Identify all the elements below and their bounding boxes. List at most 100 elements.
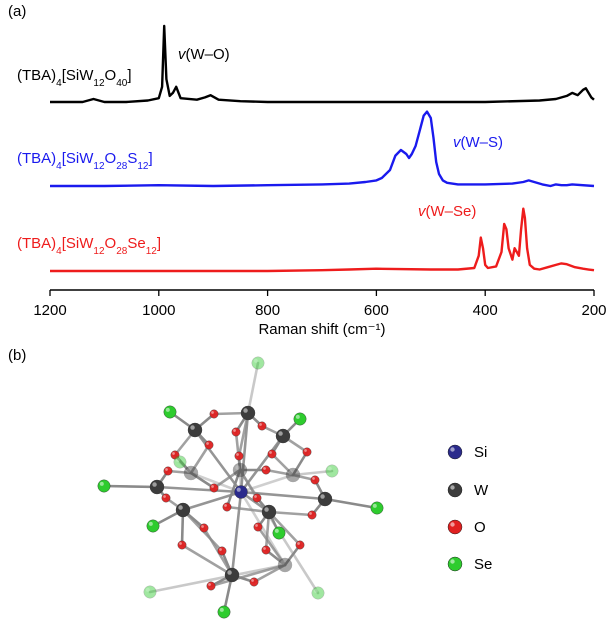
atom-o-highlight bbox=[255, 524, 258, 527]
x-axis-label: Raman shift (cm⁻¹) bbox=[258, 321, 385, 338]
atom-w bbox=[224, 567, 240, 583]
legend-atom-w bbox=[447, 482, 463, 498]
atom-o bbox=[267, 449, 277, 459]
bond bbox=[267, 510, 302, 547]
bond bbox=[189, 443, 211, 475]
atom-w-highlight bbox=[288, 470, 293, 475]
x-axis-ticks: 1200 1000 800 600 400 200 bbox=[33, 290, 607, 319]
atom-si bbox=[234, 485, 248, 499]
series-line-3 bbox=[50, 207, 595, 273]
bond bbox=[291, 469, 334, 477]
atom-se-highlight bbox=[274, 528, 279, 533]
bond bbox=[239, 473, 295, 494]
atom-o bbox=[217, 546, 227, 556]
legend-atom-highlight bbox=[450, 485, 455, 490]
atom-o bbox=[261, 545, 271, 555]
atom-o bbox=[209, 483, 219, 493]
atom-o-highlight bbox=[201, 525, 204, 528]
atom-se-highlight bbox=[219, 607, 224, 612]
panel-b-label: (b) bbox=[8, 347, 26, 364]
series-label-2: (TBA)4[SiW12O28S12] bbox=[17, 150, 153, 172]
atom-se-highlight bbox=[148, 521, 153, 526]
atom-se bbox=[173, 455, 187, 469]
atom-se-highlight bbox=[253, 358, 258, 363]
atom-o bbox=[199, 523, 209, 533]
bond bbox=[291, 450, 309, 477]
atom-se bbox=[311, 586, 325, 600]
bond bbox=[212, 468, 242, 490]
atom-se bbox=[97, 479, 111, 493]
atom-o-highlight bbox=[219, 548, 222, 551]
atom-o-highlight bbox=[263, 467, 266, 470]
atom-se bbox=[370, 501, 384, 515]
atom-o-highlight bbox=[163, 495, 166, 498]
atom-o bbox=[177, 540, 187, 550]
atom-o-highlight bbox=[297, 542, 300, 545]
atom-se-highlight bbox=[295, 414, 300, 419]
atom-o-highlight bbox=[263, 547, 266, 550]
bond bbox=[256, 525, 287, 567]
atom-se bbox=[251, 356, 265, 370]
series-label-3: (TBA)4[SiW12O28Se12] bbox=[17, 235, 161, 257]
peak-annotations: v(W–O) v(W–S) v(W–Se) bbox=[178, 46, 503, 220]
legend-atom-highlight bbox=[450, 559, 455, 564]
atom-se bbox=[293, 412, 307, 426]
atom-w bbox=[261, 504, 277, 520]
legend-label-o: O bbox=[474, 519, 486, 536]
atom-o-highlight bbox=[179, 542, 182, 545]
atom-o bbox=[170, 450, 180, 460]
series-line-2 bbox=[50, 110, 595, 188]
atom-o bbox=[257, 421, 267, 431]
atom-se-highlight bbox=[99, 481, 104, 486]
atom-o bbox=[310, 475, 320, 485]
atom-w-highlight bbox=[227, 570, 232, 575]
legend-atom-o bbox=[447, 519, 463, 535]
atom-o bbox=[249, 577, 259, 587]
atom-se-highlight bbox=[313, 588, 318, 593]
atom-o-highlight bbox=[165, 468, 168, 471]
atom-w-highlight bbox=[264, 507, 269, 512]
atom-o bbox=[161, 493, 171, 503]
atom-o bbox=[204, 440, 214, 450]
atom-w bbox=[285, 467, 301, 483]
bond bbox=[209, 563, 287, 588]
peak-annotation-3: v(W–Se) bbox=[418, 203, 476, 220]
x-tick-label: 600 bbox=[364, 302, 389, 319]
atom-o-highlight bbox=[172, 452, 175, 455]
bond bbox=[270, 452, 295, 477]
atom-se bbox=[143, 585, 157, 599]
bond bbox=[238, 468, 259, 500]
x-tick-label: 400 bbox=[473, 302, 498, 319]
atom-o bbox=[222, 502, 232, 512]
atom-o-highlight bbox=[304, 449, 307, 452]
atom-w bbox=[187, 422, 203, 438]
x-tick-label: 1000 bbox=[142, 302, 175, 319]
bond bbox=[102, 484, 159, 489]
atom-o-highlight bbox=[211, 485, 214, 488]
peak-annotation-1: v(W–O) bbox=[178, 46, 230, 63]
legend-atom-si bbox=[447, 444, 463, 460]
raman-chart: (TBA)4[SiW12O40] (TBA)4[SiW12O28S12] (TBA)… bbox=[17, 24, 607, 338]
atom-o-highlight bbox=[211, 411, 214, 414]
atom-o bbox=[302, 447, 312, 457]
atom-se-highlight bbox=[327, 466, 332, 471]
atom-o bbox=[253, 522, 263, 532]
atom-se-highlight bbox=[165, 407, 170, 412]
bond bbox=[239, 411, 250, 494]
raman-traces bbox=[50, 24, 595, 273]
atom-w bbox=[232, 462, 248, 478]
legend-label-w: W bbox=[474, 482, 489, 499]
atom-o bbox=[261, 465, 271, 475]
legend-label-se: Se bbox=[474, 556, 492, 573]
x-tick-label: 200 bbox=[581, 302, 606, 319]
atom-w bbox=[317, 491, 333, 507]
atom-w bbox=[240, 405, 256, 421]
atom-o bbox=[209, 409, 219, 419]
atom-o-highlight bbox=[251, 579, 254, 582]
atom-se bbox=[272, 526, 286, 540]
atom-w-highlight bbox=[243, 408, 248, 413]
atom-o bbox=[231, 427, 241, 437]
legend-label-si: Si bbox=[474, 444, 487, 461]
atom-w-highlight bbox=[235, 465, 240, 470]
